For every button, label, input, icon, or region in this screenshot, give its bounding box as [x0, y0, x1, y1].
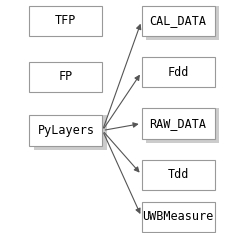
Bar [142, 202, 215, 232]
Bar [102, 115, 107, 150]
Text: FP: FP [59, 70, 73, 83]
Text: PyLayers: PyLayers [37, 124, 94, 137]
Bar [29, 115, 102, 146]
Bar [29, 62, 102, 92]
Text: UWBMeasure: UWBMeasure [142, 210, 214, 223]
Bar [146, 36, 219, 40]
Bar [215, 108, 219, 143]
Bar [142, 6, 215, 36]
Bar [29, 6, 102, 36]
Bar [34, 146, 107, 150]
Text: TFP: TFP [55, 14, 77, 27]
Text: Fdd: Fdd [167, 66, 189, 79]
Text: CAL_DATA: CAL_DATA [150, 14, 207, 27]
Bar [142, 160, 215, 190]
Bar [142, 57, 215, 87]
Bar [146, 139, 219, 143]
Bar [215, 6, 219, 40]
Bar [142, 108, 215, 139]
Text: RAW_DATA: RAW_DATA [150, 117, 207, 130]
Text: Tdd: Tdd [167, 168, 189, 181]
